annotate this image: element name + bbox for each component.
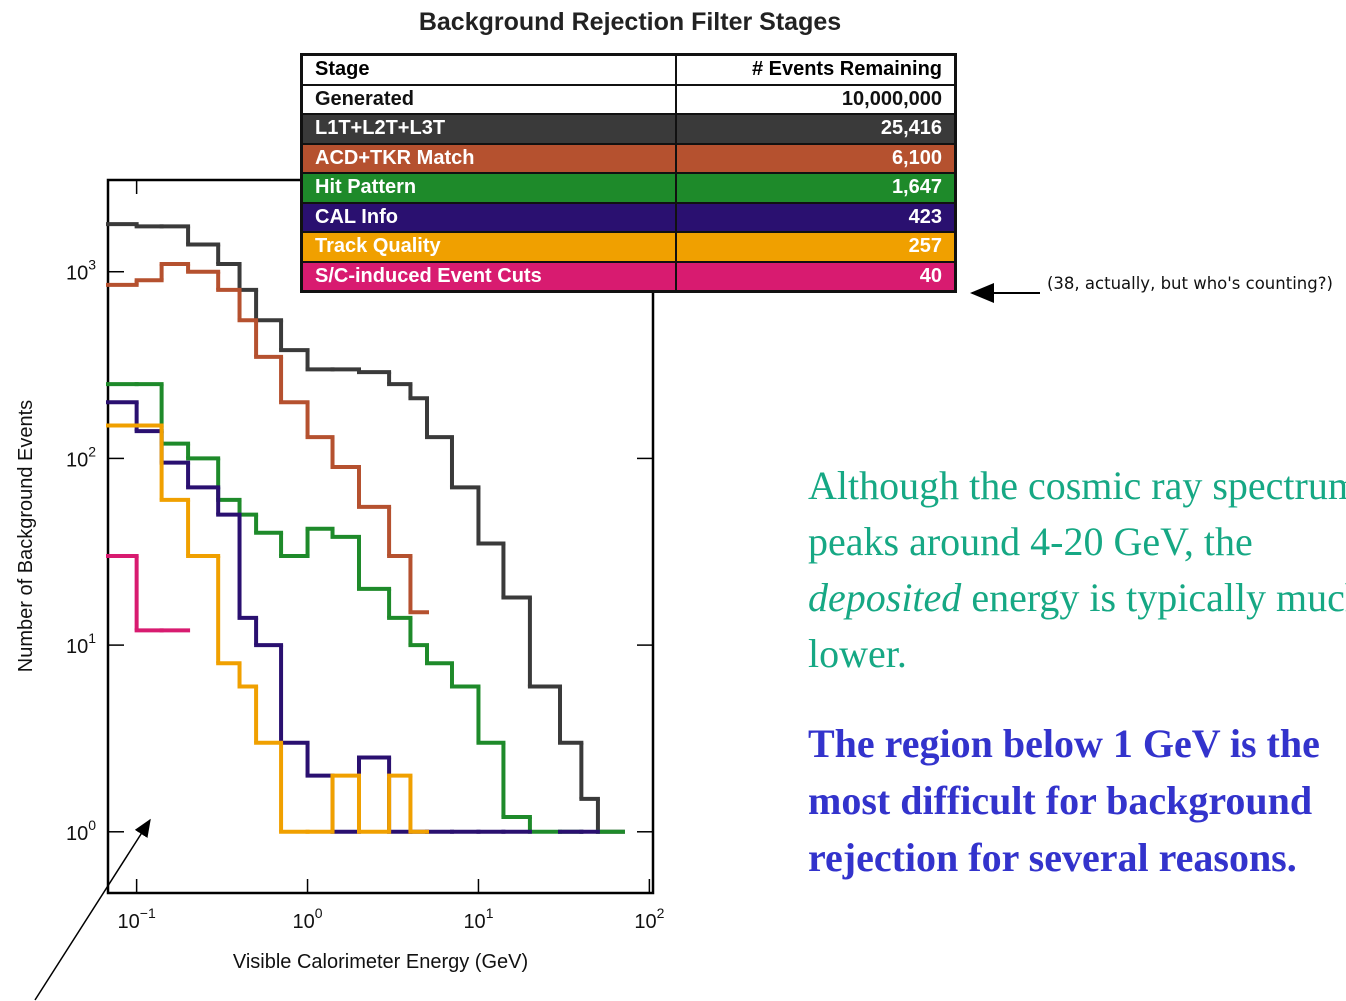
table-cell: ACD+TKR Match [300,142,677,174]
tick-exponent: 2 [657,905,665,921]
table-row: Generated 10,000,000 [300,83,957,115]
tick-base: 10 [463,911,485,933]
text: Although the cosmic ray spectrum peaks a… [808,463,1346,564]
header-cell: Stage [300,53,677,86]
tick-base: 10 [66,449,88,471]
text: deposited [808,575,962,620]
pointer-arrow [34,818,151,1001]
tick-exponent: −1 [140,905,156,921]
table-cell: Generated [300,83,677,115]
tick-label: 102 [66,443,96,471]
table-row: Hit Pattern 1,647 [300,172,957,204]
table-row: S/C-induced Event Cuts 40 [300,260,957,293]
table-cell: CAL Info [300,201,677,233]
table-row: Track Quality 257 [300,231,957,263]
table-cell: Hit Pattern [300,172,677,204]
table-cell: 1,647 [675,172,957,204]
header-cell: # Events Remaining [675,53,957,86]
tick-base: 10 [293,911,315,933]
table-row: CAL Info 423 [300,201,957,233]
paragraph: The region below 1 GeV is the most diffi… [808,721,1320,880]
table-row: L1T+L2T+L3T 25,416 [300,113,957,145]
tick-label: 10−1 [118,905,156,933]
header-row: Stage # Events Remaining [300,53,957,86]
tick-label: 100 [293,905,323,933]
tick-exponent: 2 [88,443,96,459]
tick-label: 101 [463,905,493,933]
tick-base: 10 [66,263,88,285]
tick-exponent: 0 [315,905,323,921]
table-cell: 423 [675,201,957,233]
table-cell: S/C-induced Event Cuts [300,260,677,293]
tick-exponent: 1 [88,630,96,646]
table-cell: 40 [675,260,957,293]
tick-base: 10 [66,636,88,658]
table-row: ACD+TKR Match 6,100 [300,142,957,174]
tick-exponent: 1 [486,905,494,921]
tick-exponent: 0 [88,817,96,833]
tick-label: 101 [66,630,96,658]
table-title: Background Rejection Filter Stages [418,8,842,36]
text: energy is typically much lower. [808,575,1346,676]
table-cell: 10,000,000 [675,83,957,115]
annotation: (38, actually, but who's counting?) [1047,274,1333,293]
tick-base: 10 [634,911,656,933]
table-cell: 6,100 [675,142,957,174]
table-cell: 257 [675,231,957,263]
stage-table: Stage # Events Remaining Generated 10,000,0… [300,53,957,293]
table-cell: L1T+L2T+L3T [300,113,677,145]
tick-label: 100 [66,817,96,845]
tick-label: 103 [66,257,96,285]
tick-label: 102 [634,905,664,933]
tick-base: 10 [66,823,88,845]
tick-base: 10 [118,911,140,933]
table-cell: 25,416 [675,113,957,145]
table-cell: Track Quality [300,231,677,263]
x-axis-label: Visible Calorimeter Energy (GeV) [233,951,528,973]
paragraph: Although the cosmic ray spectrum peaks a… [808,458,1346,682]
y-axis-label: Number of Background Events [15,400,37,672]
tick-exponent: 3 [88,257,96,273]
